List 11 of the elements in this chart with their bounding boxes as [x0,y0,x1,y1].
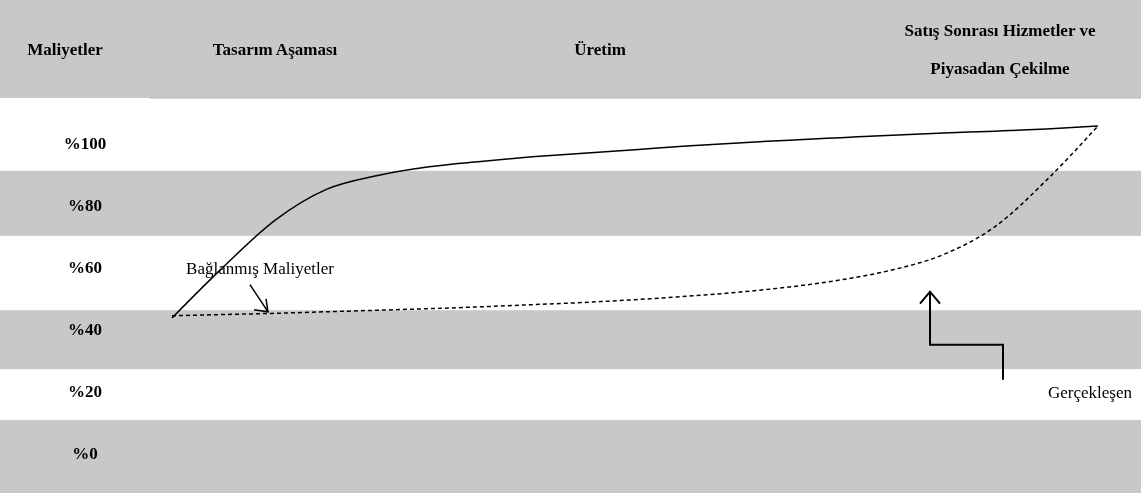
y-tick-label: %80 [68,195,102,215]
y-axis-title: Maliyetler [27,40,104,59]
annotation: Gerçekleşen [1047,382,1133,402]
y-tick-label: %60 [68,257,102,277]
y-tick-label: %100 [63,133,107,153]
y-tick-label: %0 [72,443,98,463]
text: Satış Sonrası Hizmetler ve Piyasadan Çekilme [904,21,1096,78]
text: Tasarım Aşaması [212,40,338,59]
y-tick-label: %20 [68,381,102,401]
y-tick-label: %40 [68,319,102,339]
text: Üretim [574,40,626,59]
